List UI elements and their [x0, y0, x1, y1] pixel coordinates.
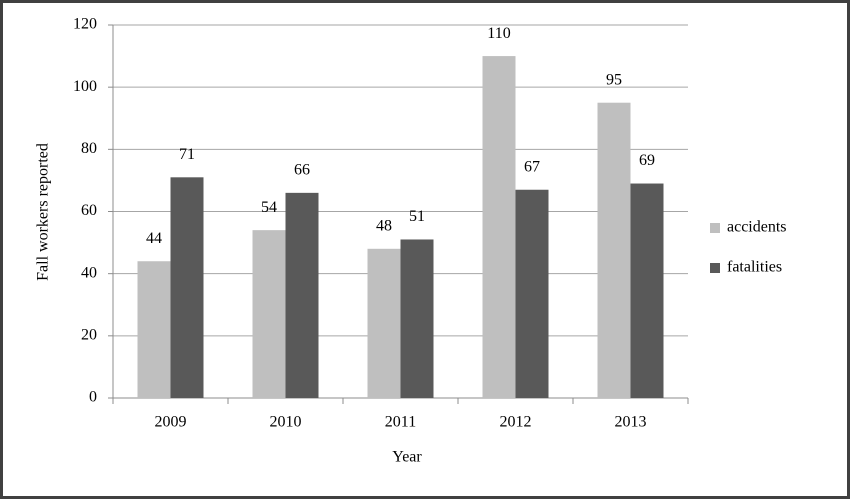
- data-label: 67: [524, 158, 540, 175]
- x-tick-label: 2011: [385, 414, 416, 431]
- y-tick-label: 60: [81, 202, 97, 219]
- x-tick-label: 2012: [500, 414, 532, 431]
- y-tick-label: 100: [73, 78, 97, 95]
- bar: [597, 102, 631, 398]
- bar: [137, 261, 171, 398]
- bar: [367, 248, 401, 398]
- y-tick-label: 40: [81, 264, 97, 281]
- x-tick-label: 2010: [270, 414, 302, 431]
- data-label: 54: [261, 199, 277, 216]
- y-tick-label: 20: [81, 327, 97, 344]
- data-label: 48: [376, 217, 392, 234]
- y-tick-label: 0: [89, 389, 97, 406]
- bar: [400, 239, 434, 398]
- x-axis-title: Year: [392, 449, 422, 466]
- x-tick-label: 2013: [615, 414, 647, 431]
- bar: [285, 192, 319, 398]
- y-tick-label: 120: [73, 16, 97, 33]
- y-axis-title: Fall workers reported: [35, 143, 52, 281]
- bar: [630, 183, 664, 398]
- legend-label: accidents: [727, 219, 787, 236]
- bar: [252, 230, 286, 398]
- data-label: 44: [146, 230, 162, 247]
- legend-label: fatalities: [727, 259, 782, 276]
- data-label: 110: [487, 25, 510, 42]
- bar: [170, 177, 204, 398]
- x-tick-label: 2009: [155, 414, 187, 431]
- bar: [515, 189, 549, 398]
- y-tick-label: 80: [81, 140, 97, 157]
- data-label: 71: [179, 146, 195, 163]
- bar: [482, 56, 516, 398]
- legend-swatch: [710, 263, 720, 273]
- data-label: 66: [294, 162, 310, 179]
- legend-swatch: [710, 223, 720, 233]
- data-label: 51: [409, 208, 425, 225]
- data-label: 69: [639, 152, 655, 169]
- data-label: 95: [606, 71, 622, 88]
